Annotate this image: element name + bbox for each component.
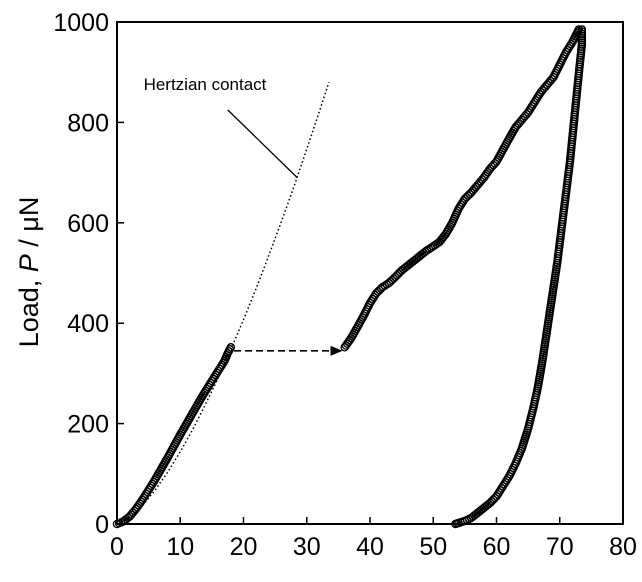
hertzian-fit-line [116, 81, 330, 525]
y-axis-ticks: 0 200 400 600 800 1000 [53, 9, 124, 539]
x-tick-label: 50 [419, 533, 447, 561]
x-tick-label: 10 [166, 533, 194, 561]
x-tick-label: 70 [546, 533, 574, 561]
annotation-pointer [227, 109, 298, 179]
y-tick-label: 200 [67, 411, 109, 439]
x-tick-label: 30 [293, 533, 321, 561]
y-tick-label: 800 [67, 109, 109, 137]
x-tick-label: 60 [483, 533, 511, 561]
x-axis-ticks: 0 10 20 30 40 50 60 70 80 [110, 517, 637, 561]
data-point [378, 282, 387, 292]
data-point [424, 244, 434, 254]
plot-area-border [116, 21, 624, 525]
y-tick-label: 600 [67, 210, 109, 238]
y-axis-title-variable: P [14, 254, 44, 272]
loading-before-popin-series [112, 343, 236, 529]
data-point [380, 281, 390, 290]
y-tick-label: 0 [95, 511, 109, 539]
y-axis-title-prefix: Load, [14, 272, 44, 347]
annotation-layer: Hertzian contact [144, 75, 298, 179]
loading-after-popin-series [340, 25, 583, 352]
plot-frame [116, 21, 624, 525]
x-tick-label: 40 [356, 533, 384, 561]
data-point [226, 343, 236, 352]
x-tick-label: 0 [110, 533, 124, 561]
y-tick-label: 1000 [53, 9, 109, 37]
unloading-series [451, 25, 587, 529]
x-tick-label: 20 [230, 533, 258, 561]
data-point [422, 246, 432, 255]
annotation-label: Hertzian contact [144, 75, 267, 94]
data-point [451, 519, 460, 529]
y-tick-label: 400 [67, 310, 109, 338]
x-tick-label: 80 [609, 533, 637, 561]
y-axis-title-unit: / μN [14, 197, 44, 255]
series-layer [112, 25, 587, 529]
y-axis-title: Load, P / μN [14, 197, 44, 348]
